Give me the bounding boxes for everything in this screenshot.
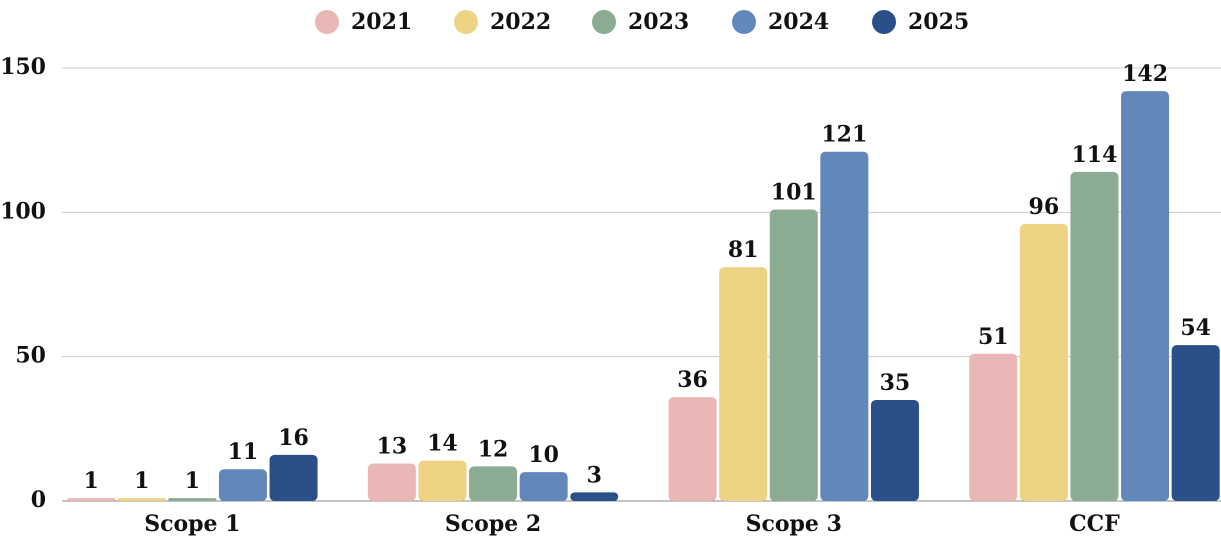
bar xyxy=(168,498,217,501)
value-label: 96 xyxy=(1029,194,1060,220)
value-label: 35 xyxy=(880,370,911,396)
value-label: 142 xyxy=(1122,61,1168,87)
legend-swatch xyxy=(454,10,478,34)
bar xyxy=(820,151,869,502)
legend-label: 2023 xyxy=(628,9,689,35)
y-tick-label: 150 xyxy=(0,54,46,80)
value-label: 1 xyxy=(185,468,200,494)
value-label: 1 xyxy=(134,468,149,494)
value-label: 36 xyxy=(677,367,708,393)
legend-label: 2024 xyxy=(768,9,829,35)
x-tick-label: Scope 2 xyxy=(445,511,541,537)
value-label: 121 xyxy=(821,122,867,148)
bar xyxy=(1070,171,1119,502)
bar xyxy=(519,472,568,501)
bar xyxy=(218,469,267,501)
legend-label: 2021 xyxy=(351,9,412,35)
x-tick-label: Scope 1 xyxy=(144,511,240,537)
bar xyxy=(570,492,619,501)
value-label: 12 xyxy=(478,436,509,462)
bar xyxy=(117,498,166,501)
bar xyxy=(969,353,1018,501)
value-label: 10 xyxy=(528,442,559,468)
value-label: 1 xyxy=(83,468,98,494)
legend-label: 2025 xyxy=(908,9,969,35)
bar xyxy=(1171,345,1220,501)
legend-swatch xyxy=(315,10,339,34)
value-label: 114 xyxy=(1071,142,1117,168)
bar xyxy=(1019,223,1068,501)
legend-swatch xyxy=(872,10,896,34)
y-tick-label: 0 xyxy=(31,487,46,513)
bar xyxy=(719,267,768,501)
value-label: 81 xyxy=(728,237,759,263)
legend-swatch xyxy=(732,10,756,34)
legend-label: 2022 xyxy=(490,9,551,35)
bar xyxy=(769,209,818,502)
bar xyxy=(367,463,416,501)
bar xyxy=(67,498,116,501)
value-label: 11 xyxy=(228,439,259,465)
value-label: 3 xyxy=(587,462,602,488)
bar xyxy=(668,397,717,501)
value-label: 14 xyxy=(427,431,458,457)
bar xyxy=(469,466,518,501)
value-label: 13 xyxy=(377,433,408,459)
y-tick-label: 100 xyxy=(0,198,46,224)
x-tick-label: Scope 3 xyxy=(746,511,842,537)
bar xyxy=(870,399,919,501)
value-label: 16 xyxy=(278,425,309,451)
bar xyxy=(1121,91,1170,502)
bar xyxy=(418,460,467,501)
value-label: 54 xyxy=(1180,315,1211,341)
bar xyxy=(269,454,318,501)
value-label: 51 xyxy=(978,324,1009,350)
y-tick-label: 50 xyxy=(15,343,46,369)
x-tick-label: CCF xyxy=(1069,511,1120,537)
value-label: 101 xyxy=(771,179,817,205)
legend-swatch xyxy=(592,10,616,34)
